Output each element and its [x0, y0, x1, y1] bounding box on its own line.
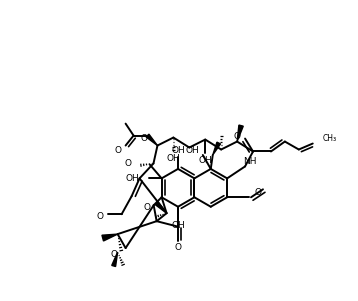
Text: O: O: [140, 134, 147, 143]
Text: OH: OH: [166, 154, 180, 163]
Text: O: O: [233, 132, 241, 141]
Text: OH: OH: [171, 145, 185, 154]
Text: OH: OH: [198, 156, 212, 165]
Polygon shape: [102, 234, 118, 241]
Text: O: O: [96, 212, 103, 221]
Text: O: O: [114, 146, 121, 155]
Polygon shape: [155, 202, 166, 213]
Text: O: O: [111, 250, 118, 259]
Polygon shape: [146, 134, 158, 145]
Polygon shape: [213, 142, 221, 155]
Text: NH: NH: [243, 157, 257, 166]
Text: CH₃: CH₃: [323, 134, 337, 143]
Text: OH: OH: [126, 174, 140, 183]
Text: O: O: [143, 203, 150, 212]
Text: OH: OH: [171, 221, 185, 230]
Text: O: O: [125, 159, 132, 168]
Text: O: O: [255, 188, 261, 197]
Text: OH: OH: [186, 147, 200, 156]
Polygon shape: [237, 125, 243, 141]
Text: O: O: [174, 243, 182, 252]
Polygon shape: [112, 252, 118, 266]
